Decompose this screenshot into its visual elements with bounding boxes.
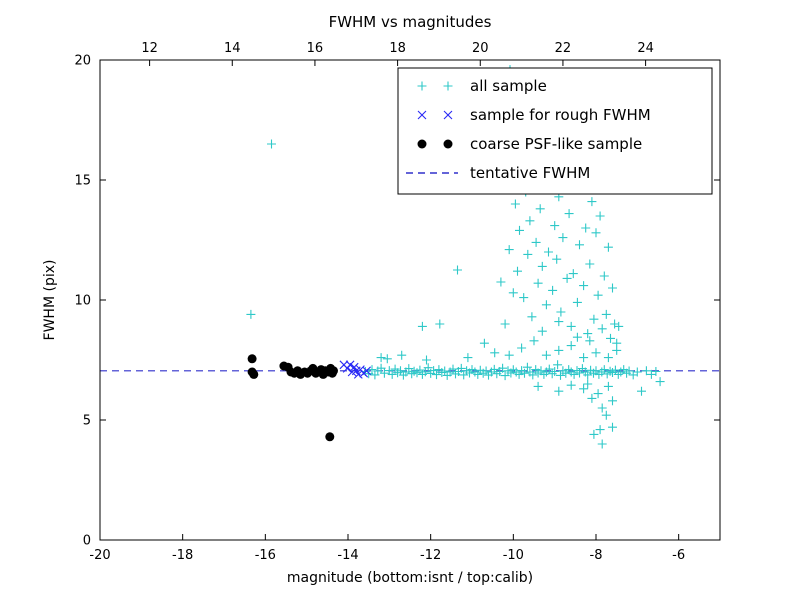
x-tick-label: -18 <box>172 548 193 563</box>
x-axis-label: magnitude (bottom:isnt / top:calib) <box>287 570 533 586</box>
legend: all sample sample for rough FWHM coarse PS… <box>397 67 713 195</box>
legend-dot-marker <box>443 139 453 149</box>
legend-dot-marker <box>417 139 427 149</box>
x-tick-label: -14 <box>337 548 358 563</box>
legend-label: tentative FWHM <box>470 164 590 182</box>
x-tick-label: -20 <box>89 548 110 563</box>
x-tick-label: -8 <box>590 548 603 563</box>
x-top-tick-label: 16 <box>307 41 324 56</box>
y-tick-label: 15 <box>74 174 91 189</box>
chart-title: FWHM vs magnitudes <box>329 13 492 31</box>
legend-plus-marker <box>417 81 427 91</box>
x-top-tick-label: 18 <box>389 41 406 56</box>
psf-sample-points <box>247 354 338 442</box>
y-tick-label: 20 <box>74 54 91 69</box>
x-tick-label: -16 <box>255 548 276 563</box>
axis-tick-labels: -20 -18 -16 -14 -12 -10 -8 -6 12 14 16 18 20 22 24 0 5 10… <box>74 41 685 563</box>
x-top-tick-label: 20 <box>472 41 489 56</box>
legend-label: sample for rough FWHM <box>470 106 651 124</box>
legend-plus-marker <box>443 81 453 91</box>
rough-fwhm-points <box>339 360 371 379</box>
axis-ticks <box>99 59 720 541</box>
y-axis-label: FWHM (pix) <box>42 260 58 341</box>
x-top-tick-label: 14 <box>224 41 241 56</box>
plot-content: -20 -18 -16 -14 -12 -10 -8 -6 12 14 16 18 20 22 24 0 5 10… <box>74 41 721 563</box>
legend-box <box>397 67 713 195</box>
y-tick-label: 10 <box>74 294 91 309</box>
x-top-tick-label: 12 <box>141 41 158 56</box>
x-top-tick-label: 24 <box>637 41 654 56</box>
legend-label: coarse PSF-like sample <box>470 135 642 153</box>
legend-label: all sample <box>470 77 547 95</box>
y-tick-label: 5 <box>83 414 91 429</box>
x-top-tick-label: 22 <box>555 41 572 56</box>
x-tick-label: -6 <box>672 548 685 563</box>
legend-x-marker <box>417 110 427 120</box>
x-tick-label: -12 <box>420 548 441 563</box>
x-tick-label: -10 <box>503 548 524 563</box>
y-tick-label: 0 <box>83 534 91 549</box>
legend-x-marker <box>443 110 453 120</box>
